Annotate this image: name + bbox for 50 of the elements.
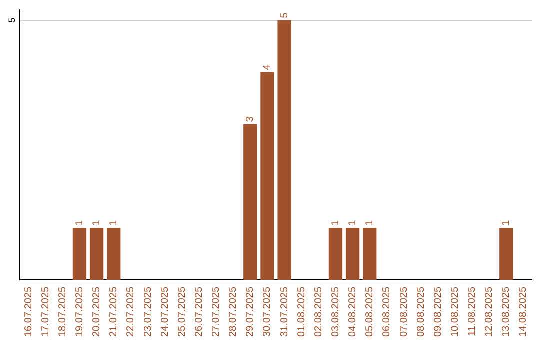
x-tick-label: 31.07.2025 (279, 286, 290, 338)
data-label: 1 (364, 220, 376, 226)
x-tick-label: 02.08.2025 (313, 286, 324, 338)
data-label: 3 (245, 116, 256, 122)
bar (500, 228, 514, 280)
x-tick-label: 19.07.2025 (74, 286, 86, 338)
data-label: 4 (262, 64, 274, 70)
x-tick-label: 05.08.2025 (364, 286, 376, 338)
x-tick-label: 14.08.2025 (518, 286, 530, 338)
x-tick-label: 30.07.2025 (262, 286, 274, 338)
data-label: 5 (279, 12, 290, 18)
x-tick-label: 17.07.2025 (40, 286, 52, 338)
bar (244, 124, 258, 280)
data-label: 1 (348, 220, 359, 226)
x-tick-label: 21.07.2025 (108, 286, 120, 338)
bar (346, 228, 360, 280)
x-tick-label: 10.08.2025 (450, 286, 461, 338)
bar (363, 228, 377, 280)
x-tick-label: 09.08.2025 (432, 286, 444, 338)
data-label: 1 (108, 220, 120, 226)
x-tick-label: 23.07.2025 (142, 286, 154, 338)
x-tick-label: 18.07.2025 (57, 286, 68, 338)
x-tick-label: 26.07.2025 (194, 286, 205, 338)
bar (260, 72, 274, 280)
data-label: 1 (501, 220, 512, 226)
x-tick-label: 13.08.2025 (501, 286, 512, 338)
x-tick-label: 01.08.2025 (296, 286, 308, 338)
data-label: 1 (92, 220, 103, 226)
x-tick-label: 06.08.2025 (382, 286, 393, 338)
x-tick-label: 22.07.2025 (126, 286, 137, 338)
x-tick-label: 04.08.2025 (348, 286, 359, 338)
bar (107, 228, 121, 280)
x-tick-label: 03.08.2025 (330, 286, 342, 338)
x-tick-label: 25.07.2025 (176, 286, 188, 338)
bar (90, 228, 104, 280)
x-tick-label: 24.07.2025 (160, 286, 171, 338)
x-tick-label: 12.08.2025 (484, 286, 496, 338)
x-tick-label: 11.08.2025 (467, 286, 478, 336)
x-tick-label: 07.08.2025 (398, 286, 410, 338)
data-label: 1 (330, 220, 342, 226)
x-tick-label: 20.07.2025 (92, 286, 103, 338)
x-tick-label: 28.07.2025 (228, 286, 240, 338)
x-tick-label: 27.07.2025 (211, 286, 222, 338)
bar (278, 20, 292, 280)
x-tick-label: 08.08.2025 (416, 286, 427, 338)
x-tick-label: 29.07.2025 (245, 286, 256, 338)
bar (328, 228, 343, 280)
x-tick-label: 16.07.2025 (23, 286, 34, 338)
data-label: 1 (74, 220, 86, 226)
bar (72, 228, 87, 280)
